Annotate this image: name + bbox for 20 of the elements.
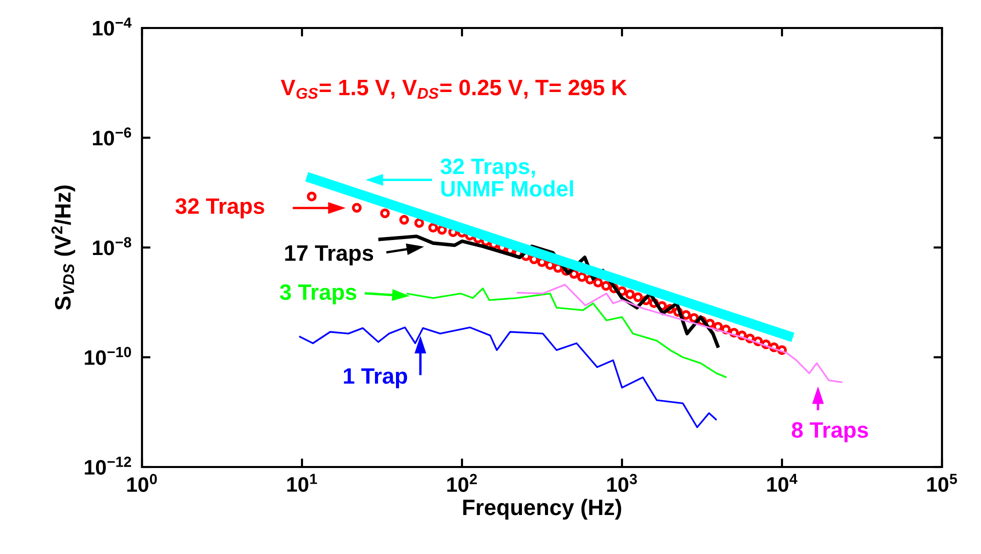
legend-label: 17 Traps bbox=[285, 245, 374, 266]
text: 8 Traps bbox=[792, 422, 868, 442]
x-tick-label: 10$^{1}$ bbox=[287, 474, 318, 492]
legend-label: 3 Traps bbox=[280, 284, 356, 304]
x-axis-title: Frequency (Hz) bbox=[463, 498, 622, 520]
series-label: 1 Trap bbox=[344, 368, 408, 388]
y-tick-label: 10$^{−8}$ bbox=[92, 237, 132, 256]
x-tick-label: 10$^{5}$ bbox=[927, 474, 958, 492]
y-tick-label: 10$^{−6}$ bbox=[92, 127, 132, 146]
y-tick-label: 10$^{−4}$ bbox=[92, 18, 132, 36]
annotation: V$_{GS}$= 1.5 V, V$_{DS}$= 0.25 V, T= 295 K bbox=[280, 80, 627, 99]
x-tick-label: 10$^{0}$ bbox=[127, 474, 157, 492]
x-tick-label: 10$^{3}$ bbox=[607, 474, 637, 492]
x-tick-label: 10$^{4}$ bbox=[767, 474, 798, 492]
y-tick-label: 10$^{−12}$ bbox=[84, 456, 132, 475]
x-tick-label: 10$^{2}$ bbox=[447, 474, 477, 492]
legend-label: 32 Traps bbox=[175, 198, 264, 218]
series-label: 32 Traps, UNMF Model bbox=[440, 158, 573, 197]
y-axis-title: S$_{VDS}$ (V$^{2}$/Hz) bbox=[51, 186, 76, 310]
y-tick-label: 10$^{−10}$ bbox=[84, 346, 132, 365]
